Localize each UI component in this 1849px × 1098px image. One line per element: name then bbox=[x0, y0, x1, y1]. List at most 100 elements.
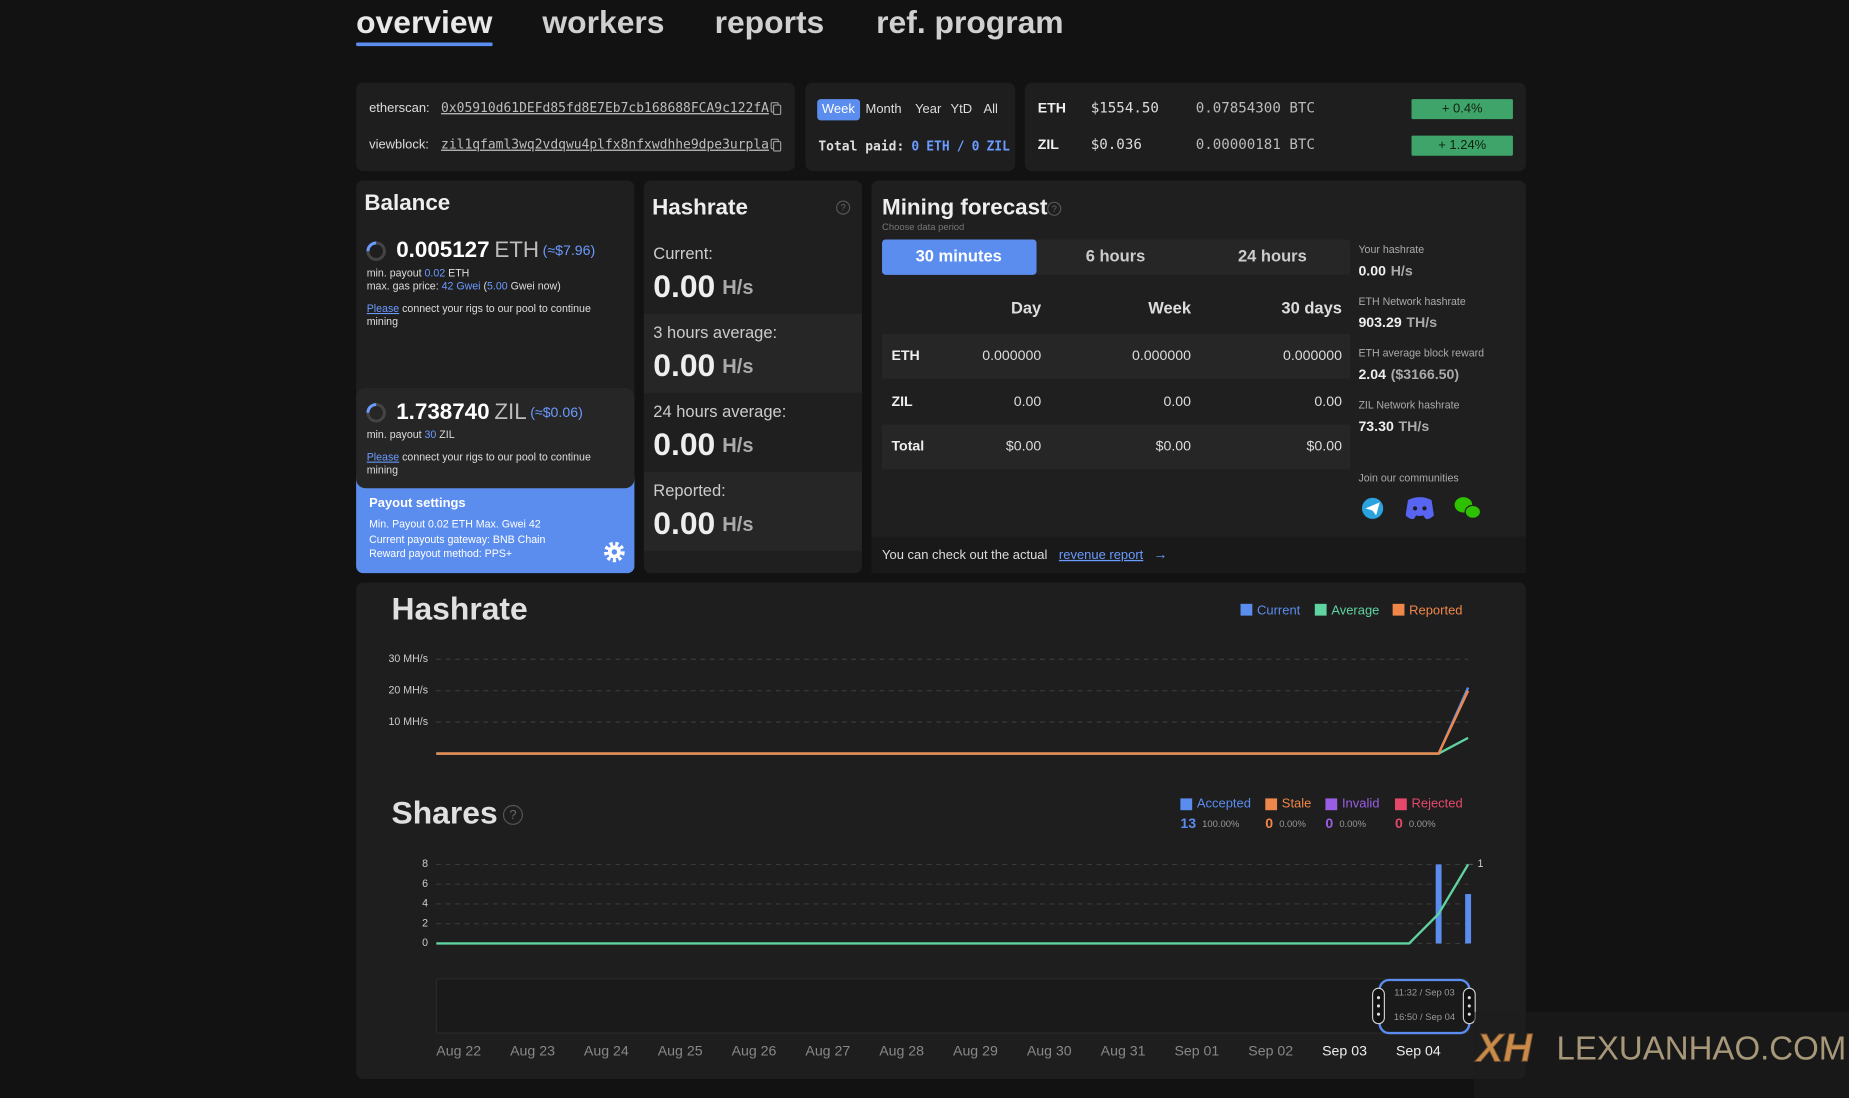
text-part: 0.02 bbox=[425, 267, 446, 279]
text-part: H/s bbox=[722, 356, 753, 378]
legend-swatch bbox=[1325, 798, 1338, 811]
date-label: Sep 01 bbox=[1174, 1043, 1219, 1059]
stat-label: ZIL Network hashrate bbox=[1358, 400, 1459, 412]
date-label: Aug 26 bbox=[732, 1043, 777, 1059]
panel-title: Balance bbox=[364, 190, 450, 215]
cell: $0.00 bbox=[1156, 438, 1192, 454]
text-part: H/s bbox=[722, 514, 753, 536]
period-tab[interactable]: 6 hours bbox=[1086, 248, 1146, 266]
payout-line: Reward payout method: PPS+ bbox=[369, 548, 512, 560]
stat-value: 0.00 H/s bbox=[1358, 262, 1412, 278]
text-part: / bbox=[957, 139, 965, 154]
period-option[interactable]: Week bbox=[822, 101, 855, 116]
copy-icon bbox=[772, 104, 782, 116]
gear-icon[interactable] bbox=[604, 541, 625, 563]
period-option[interactable]: All bbox=[983, 101, 998, 116]
legend-label[interactable]: Accepted bbox=[1197, 796, 1251, 811]
period-option[interactable]: Month bbox=[866, 101, 902, 116]
period-option[interactable]: Year bbox=[915, 101, 942, 116]
period-tab[interactable]: 24 hours bbox=[1238, 248, 1307, 266]
legend-swatch bbox=[1180, 798, 1193, 811]
balance-amount: 0.005127 ETH (≈$7.96) bbox=[396, 237, 595, 262]
price-btc: 0.07854300 BTC bbox=[1196, 101, 1315, 117]
footer-text: You can check out the actual bbox=[882, 547, 1047, 562]
gear-hole bbox=[611, 549, 618, 555]
nav-tab[interactable]: reports bbox=[715, 4, 825, 40]
copy-icon bbox=[772, 140, 782, 152]
series-line bbox=[436, 863, 1470, 945]
date-label: Aug 24 bbox=[584, 1043, 629, 1059]
text-part: 2.04 bbox=[1358, 366, 1386, 382]
text-part: 30 bbox=[425, 429, 437, 441]
legend-swatch bbox=[1314, 603, 1327, 616]
price-change: + 0.4% bbox=[1442, 101, 1483, 116]
date-label: Aug 22 bbox=[436, 1043, 481, 1059]
active-tab bbox=[882, 239, 1037, 275]
cell: 0.00 bbox=[1314, 393, 1342, 409]
legend-label[interactable]: Current bbox=[1257, 602, 1301, 617]
balance-note: Please connect your rigs to our pool to … bbox=[367, 451, 591, 463]
wechat-icon bbox=[1464, 504, 1482, 519]
legend-label[interactable]: Reported bbox=[1409, 602, 1462, 617]
handle-dot bbox=[1376, 1012, 1381, 1016]
tab-underline bbox=[356, 42, 493, 47]
text-part: 0.00 bbox=[653, 268, 715, 304]
date-label: Aug 23 bbox=[510, 1043, 555, 1059]
legend-label[interactable]: Average bbox=[1331, 602, 1379, 617]
address-link[interactable]: 0x05910d61DEFd85fd8E7Eb7cb168688FCA9c122… bbox=[441, 101, 769, 116]
row-label: ZIL bbox=[891, 393, 913, 409]
cell: 0.00 bbox=[1163, 393, 1191, 409]
discord-icon[interactable] bbox=[1405, 497, 1434, 520]
legend-label[interactable]: Invalid bbox=[1342, 796, 1380, 811]
y-tick-label: 10 MH/s bbox=[389, 716, 429, 728]
text-part: Gwei now) bbox=[508, 280, 561, 292]
panel-title: Mining forecast bbox=[882, 195, 1048, 220]
stat-label: Current: bbox=[653, 245, 713, 263]
legend-total: 0 bbox=[1395, 815, 1403, 831]
legend-total: 0 bbox=[1325, 815, 1333, 831]
address-label: viewblock: bbox=[369, 137, 429, 152]
handle-dot bbox=[1376, 996, 1381, 1000]
watermark-mark: XH bbox=[1474, 1026, 1533, 1070]
legend-swatch bbox=[1392, 603, 1405, 616]
revenue-link[interactable]: revenue report bbox=[1059, 547, 1144, 562]
stat-label: ETH average block reward bbox=[1358, 348, 1484, 360]
nav-tab[interactable]: ref. program bbox=[876, 4, 1063, 40]
legend-swatch bbox=[1395, 798, 1407, 811]
text-part: (≈$0.06) bbox=[530, 404, 583, 420]
watermark-bg bbox=[1474, 1011, 1849, 1098]
forecast-footer bbox=[871, 536, 1526, 574]
change-badge bbox=[1411, 135, 1513, 156]
date-label: Aug 30 bbox=[1027, 1043, 1072, 1059]
charts-panel bbox=[356, 582, 1526, 1080]
cell: $0.00 bbox=[1006, 438, 1042, 454]
legend-label[interactable]: Rejected bbox=[1412, 796, 1463, 811]
address-link[interactable]: zil1qfaml3wq2vdqwu4plfx8nfxwdhhe9dpe3urp… bbox=[441, 138, 769, 153]
nav-tab[interactable]: overview bbox=[356, 4, 492, 40]
text-part: mining bbox=[367, 464, 398, 476]
text-part: 0.00 bbox=[653, 505, 715, 541]
legend-label[interactable]: Stale bbox=[1282, 796, 1312, 811]
legend-swatch bbox=[1240, 603, 1253, 616]
column-header: Day bbox=[1011, 299, 1042, 317]
chart-title: Hashrate bbox=[391, 590, 527, 626]
text-part: ZIL bbox=[436, 429, 454, 441]
text-part: mining bbox=[367, 316, 398, 328]
handle-dot bbox=[1467, 1004, 1471, 1008]
legend-share: 0.00% bbox=[1409, 818, 1436, 829]
period-pill bbox=[817, 99, 861, 121]
balance-note: min. payout 0.02 ETH bbox=[367, 267, 470, 279]
text-part: 73.30 bbox=[1358, 418, 1394, 434]
period-tab[interactable]: 30 minutes bbox=[916, 248, 1002, 266]
stat-value: 0.00 H/s bbox=[653, 347, 753, 383]
panel bbox=[805, 82, 1016, 172]
nav-tab[interactable]: workers bbox=[541, 4, 664, 40]
text-part: Total paid: bbox=[818, 139, 904, 154]
date-label: Sep 04 bbox=[1396, 1043, 1441, 1059]
bar bbox=[1435, 864, 1442, 944]
spinner-arc bbox=[366, 241, 377, 252]
price-usd: $1554.50 bbox=[1091, 101, 1159, 117]
period-option[interactable]: YtD bbox=[950, 101, 972, 116]
